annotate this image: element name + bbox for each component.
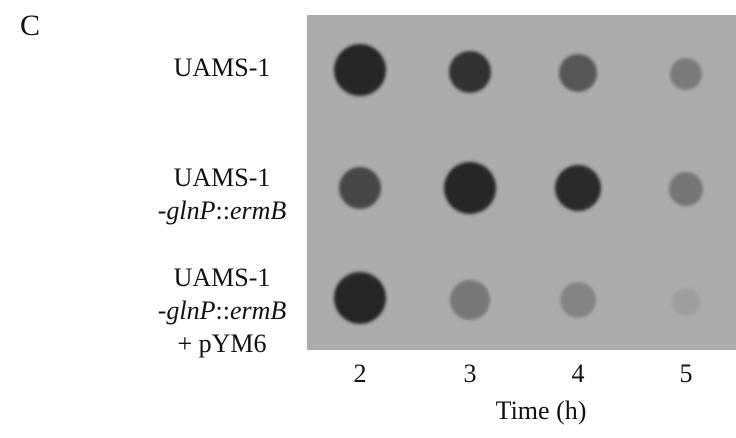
- row-label-line: UAMS-1: [174, 163, 271, 192]
- row-label-line: + pYM6: [177, 329, 266, 358]
- label-run: UAMS-1: [174, 263, 271, 292]
- label-run: + pYM6: [177, 329, 266, 358]
- column-label: 5: [680, 359, 693, 388]
- label-run: ermB: [230, 196, 286, 225]
- label-run: UAMS-1: [174, 53, 271, 82]
- label-run: glnP: [166, 196, 215, 225]
- dot: [560, 282, 596, 318]
- row-label-line: -glnP::ermB: [158, 296, 287, 325]
- row-label-line: -glnP::ermB: [158, 196, 287, 225]
- row-label-line: UAMS-1: [174, 263, 271, 292]
- label-run: ermB: [230, 296, 286, 325]
- column-label: 3: [464, 359, 477, 388]
- dot: [670, 58, 702, 90]
- column-label: 4: [572, 359, 585, 388]
- label-run: ::: [216, 196, 230, 225]
- dot: [334, 44, 386, 96]
- label-run: -: [158, 296, 167, 325]
- dot: [339, 167, 381, 209]
- label-run: UAMS-1: [174, 163, 271, 192]
- panel-label: C: [20, 9, 40, 42]
- dot: [555, 165, 601, 211]
- label-run: -: [158, 196, 167, 225]
- dot: [449, 51, 491, 93]
- page: C UAMS-1UAMS-1-glnP::ermBUAMS-1-glnP::er…: [0, 0, 736, 438]
- figure: C UAMS-1UAMS-1-glnP::ermBUAMS-1-glnP::er…: [0, 0, 736, 438]
- x-axis-label: Time (h): [496, 396, 587, 425]
- dot: [672, 288, 700, 316]
- row-label-line: UAMS-1: [174, 53, 271, 82]
- column-labels: 2 3 4 5: [354, 359, 693, 388]
- label-run: glnP: [166, 296, 215, 325]
- dot: [334, 272, 386, 324]
- column-label: 2: [354, 359, 367, 388]
- dot: [669, 172, 703, 206]
- row-labels: UAMS-1UAMS-1-glnP::ermBUAMS-1-glnP::ermB…: [158, 53, 287, 358]
- dot: [444, 162, 496, 214]
- dot: [450, 280, 490, 320]
- label-run: ::: [216, 296, 230, 325]
- dot: [559, 54, 597, 92]
